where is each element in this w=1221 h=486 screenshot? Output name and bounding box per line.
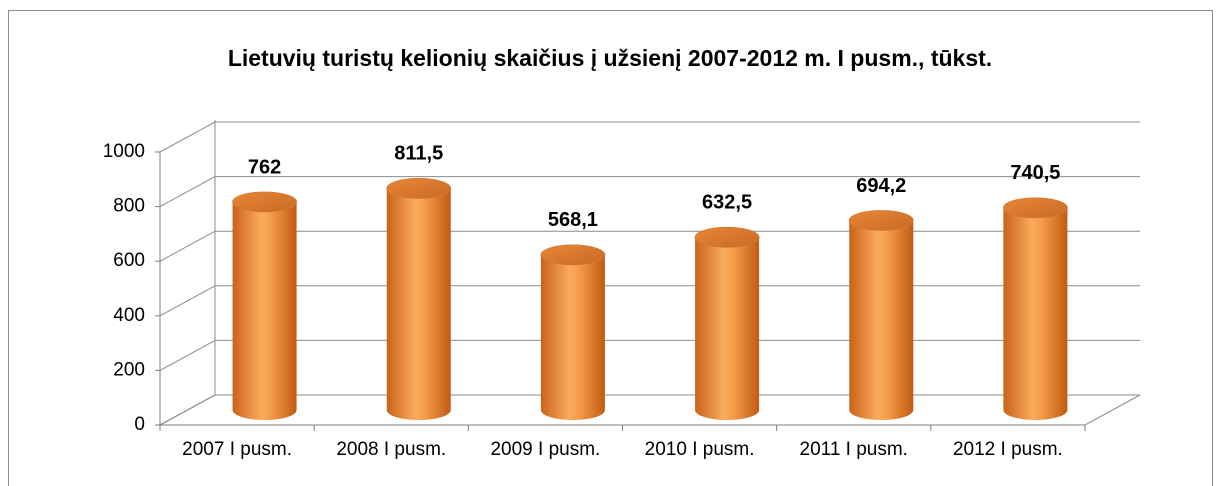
y-tick-label: 1000: [103, 141, 145, 162]
bar: [848, 210, 914, 420]
y-tick-label: 200: [113, 359, 145, 380]
bar-top: [386, 178, 452, 199]
grid-line: [159, 176, 216, 208]
data-label: 811,5: [394, 143, 443, 165]
y-tick-label: 600: [113, 250, 145, 271]
data-label: 632,5: [702, 192, 752, 214]
grid-line: [159, 230, 216, 262]
grid-line: [159, 121, 216, 153]
x-tick-label: 2008 I pusm.: [336, 439, 446, 460]
bar: [1003, 197, 1068, 420]
bar: [540, 244, 606, 420]
chart-title: Lietuvių turistų kelionių skaičius į užs…: [228, 45, 992, 71]
bar-top: [848, 210, 914, 231]
bar-body: [695, 237, 760, 420]
bar-top: [540, 244, 606, 266]
x-tick-label: 2011 I pusm.: [800, 439, 908, 460]
data-label: 568,1: [548, 209, 598, 231]
bar-body: [386, 188, 451, 420]
bar-body: [849, 220, 914, 420]
bar-top: [1003, 197, 1068, 219]
x-tick-label: 2009 I pusm.: [490, 439, 600, 460]
y-tick-label: 400: [113, 305, 145, 326]
y-tick-label: 800: [113, 196, 145, 217]
data-label: 694,2: [856, 175, 906, 197]
bar-top: [694, 226, 760, 248]
y-tick-label: 0: [134, 414, 145, 435]
bar-body: [540, 254, 605, 420]
bar: [232, 191, 297, 420]
bar-body: [1003, 207, 1068, 420]
bar-body: [232, 201, 297, 420]
bar: [694, 226, 760, 420]
x-tick-label: 2007 I pusm.: [182, 439, 292, 460]
bar: [386, 178, 452, 420]
x-tick-label: 2010 I pusm.: [645, 439, 755, 460]
data-label: 740,5: [1010, 162, 1060, 184]
bar-top: [232, 191, 297, 213]
data-label: 762: [248, 156, 281, 178]
floor: [159, 394, 1141, 426]
grid-line: [159, 285, 216, 317]
grid-line: [159, 394, 216, 426]
grid-line: [159, 339, 216, 371]
x-tick-label: 2012 I pusm.: [953, 439, 1063, 460]
